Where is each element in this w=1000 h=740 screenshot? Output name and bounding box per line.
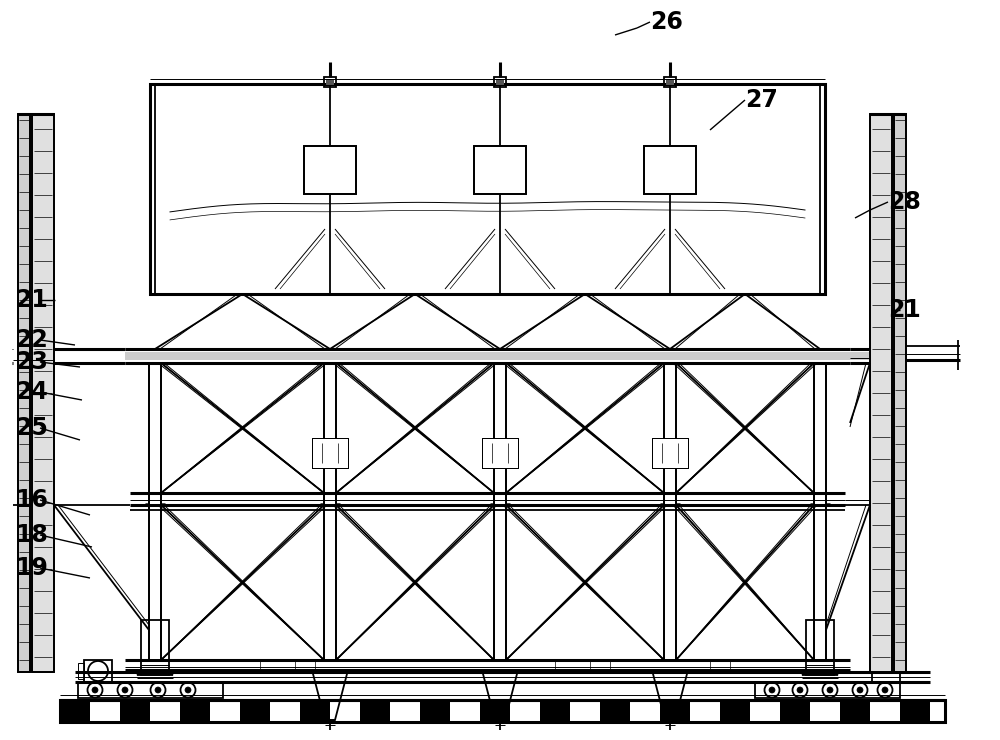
Bar [664,77,676,87]
Bar [125,352,880,360]
Circle shape [857,687,863,693]
Bar [894,114,906,672]
Bar [930,700,945,722]
Text: 16: 16 [15,488,48,512]
Bar [652,438,688,468]
Bar [210,700,240,722]
Bar [510,700,540,722]
Bar [720,700,750,722]
Bar [900,700,930,722]
Text: 25: 25 [15,416,48,440]
Circle shape [155,687,161,693]
Bar [18,114,30,672]
Bar [570,700,600,722]
Bar [755,682,900,698]
Bar [750,700,780,722]
Bar [474,146,526,194]
Bar [664,363,676,660]
Bar [60,700,90,722]
Bar [270,700,300,722]
Bar [870,114,892,672]
Circle shape [92,687,98,693]
Bar [870,700,900,722]
Bar [120,700,150,722]
Bar [360,700,390,722]
Bar [330,700,360,722]
Bar [180,700,210,722]
Text: 26: 26 [650,10,683,34]
Bar [630,700,660,722]
Circle shape [185,687,191,693]
Text: 28: 28 [888,190,921,214]
Bar [150,84,825,294]
Bar [90,700,120,722]
Bar [494,77,506,87]
Bar [240,700,270,722]
Bar [496,79,504,85]
Bar [78,682,223,698]
Bar [494,363,506,660]
Bar [482,438,518,468]
Text: 21: 21 [15,288,48,312]
Bar [540,700,570,722]
Bar [814,363,826,660]
Bar [32,114,54,672]
Bar [324,363,336,660]
Text: 18: 18 [15,523,48,547]
Bar [660,700,690,722]
Bar [326,79,334,85]
Bar [482,438,518,468]
Bar [32,114,54,672]
Text: 22: 22 [15,328,48,352]
Bar [780,700,810,722]
Bar [141,620,169,675]
Bar [324,77,336,87]
Bar [60,700,945,722]
Bar [300,700,330,722]
Bar [872,660,900,682]
Bar [312,438,348,468]
Text: 23: 23 [15,350,48,374]
Bar [390,700,420,722]
Circle shape [122,687,128,693]
Bar [840,700,870,722]
Bar [814,363,826,660]
Bar [18,114,30,672]
Bar [304,146,356,194]
Bar [78,663,84,679]
Bar [84,660,112,682]
Text: 21: 21 [888,298,921,322]
Bar [494,363,506,660]
Bar [150,700,180,722]
Bar [666,79,674,85]
Bar [644,146,696,194]
Bar [149,363,161,660]
Text: 19: 19 [15,556,48,580]
Bar [304,146,356,194]
Bar [420,700,450,722]
Bar [644,146,696,194]
Bar [810,700,840,722]
Circle shape [882,687,888,693]
Bar [806,620,834,675]
Bar [894,114,906,672]
Bar [870,114,892,672]
Bar [600,700,630,722]
Bar [664,363,676,660]
Bar [480,700,510,722]
Bar [474,146,526,194]
Bar [149,363,161,660]
Circle shape [769,687,775,693]
Bar [324,363,336,660]
Circle shape [797,687,803,693]
Text: 24: 24 [15,380,48,404]
Bar [312,438,348,468]
Bar [690,700,720,722]
Circle shape [827,687,833,693]
Text: 27: 27 [745,88,778,112]
Bar [450,700,480,722]
Bar [652,438,688,468]
